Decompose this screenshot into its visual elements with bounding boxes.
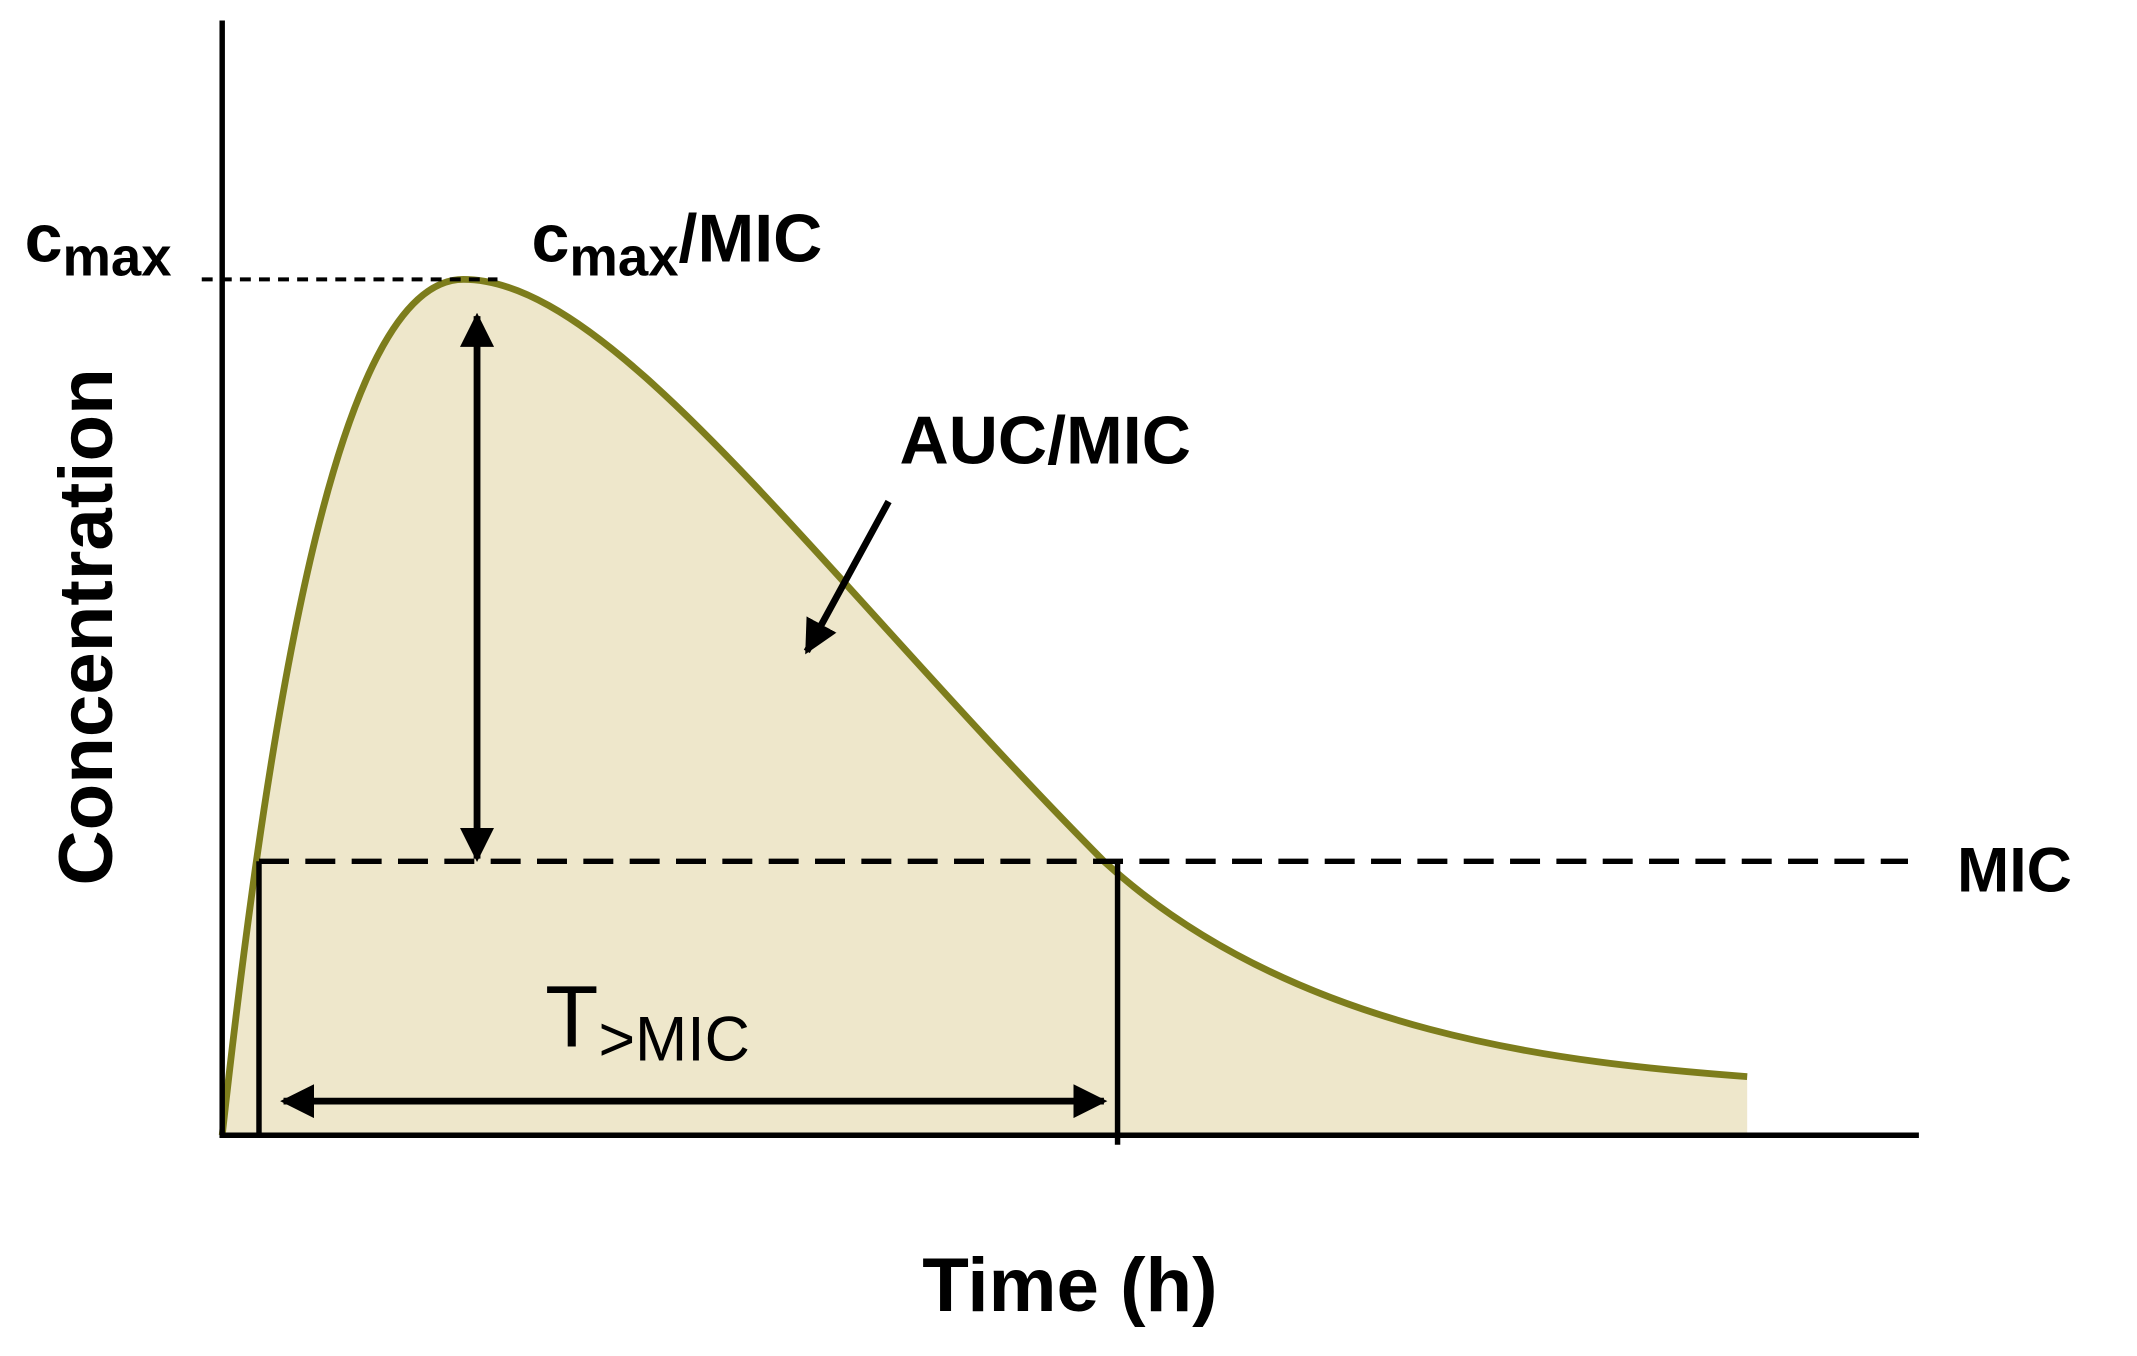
auc-area — [222, 279, 1748, 1136]
x-axis-label: Time (h) — [922, 1243, 1217, 1328]
mic-label: MIC — [1957, 835, 2072, 905]
t-mic-label: T>MIC — [545, 969, 750, 1075]
auc-mic-label: AUC/MIC — [900, 402, 1191, 478]
cmax-mic-label: cmax/MIC — [532, 201, 823, 288]
y-axis-label: Concentration — [44, 368, 129, 885]
auc-arrow — [803, 499, 892, 655]
concentration-curve — [218, 275, 1748, 1136]
cmax-label: cmax — [25, 201, 172, 288]
